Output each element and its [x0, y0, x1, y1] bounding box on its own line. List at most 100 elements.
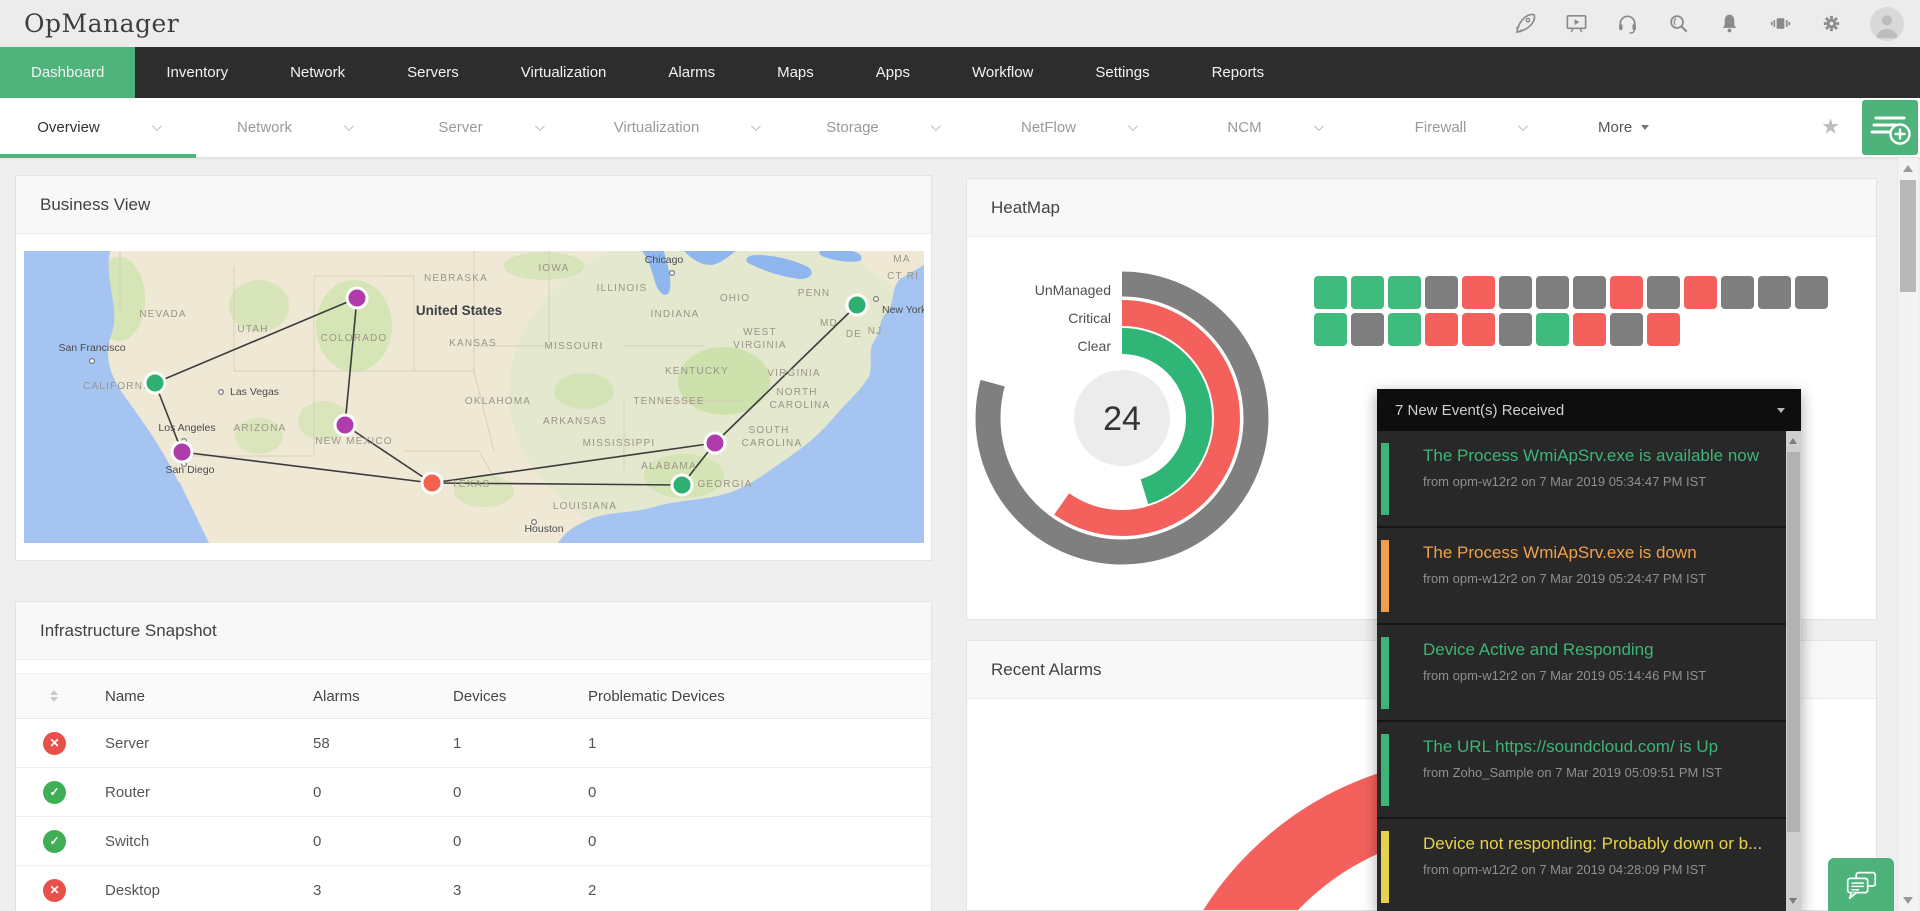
map-device-node[interactable]	[703, 431, 727, 455]
heat-cell-green[interactable]	[1351, 276, 1384, 309]
scrollbar-thumb[interactable]	[1900, 180, 1916, 292]
heat-cell-gray[interactable]	[1573, 276, 1606, 309]
table-row[interactable]: ✕ Desktop 3 3 2	[16, 866, 931, 911]
heat-cell-red[interactable]	[1462, 313, 1495, 346]
live-chat-button[interactable]	[1828, 858, 1894, 911]
add-dashboard-button[interactable]	[1862, 100, 1918, 155]
support-headset-icon[interactable]	[1615, 12, 1639, 36]
event-item[interactable]: The Process WmiApSrv.exe is down from opm…	[1377, 528, 1801, 625]
heat-cell-red[interactable]	[1425, 313, 1458, 346]
heat-cell-green[interactable]	[1388, 313, 1421, 346]
nav-apps[interactable]: Apps	[875, 64, 910, 81]
nav-servers[interactable]: Servers	[407, 64, 459, 81]
subnav-tab-netflow[interactable]: NetFlow	[980, 98, 1176, 157]
heat-cell-gray[interactable]	[1499, 276, 1532, 309]
table-row[interactable]: ✓ Switch 0 0 0	[16, 817, 931, 866]
heat-cell-gray[interactable]	[1499, 313, 1532, 346]
heat-cell-red[interactable]	[1647, 313, 1680, 346]
heat-cell-green[interactable]	[1388, 276, 1421, 309]
tab-label: Virtualization	[613, 119, 700, 136]
map-link	[431, 442, 716, 484]
subnav-more[interactable]: More	[1568, 98, 1650, 157]
heat-cell-gray[interactable]	[1647, 276, 1680, 309]
heat-cell-red[interactable]	[1610, 276, 1643, 309]
heat-cell-green[interactable]	[1536, 313, 1569, 346]
heat-cell-green[interactable]	[1314, 313, 1347, 346]
nav-alarms[interactable]: Alarms	[668, 64, 716, 81]
nav-inventory[interactable]: Inventory	[166, 64, 229, 81]
map-city-label: Los Angeles	[158, 422, 215, 434]
event-item[interactable]: The URL https://soundcloud.com/ is Up fro…	[1377, 722, 1801, 819]
col-alarms[interactable]: Alarms	[313, 687, 360, 705]
heat-cell-gray[interactable]	[1351, 313, 1384, 346]
subnav-tab-server[interactable]: Server	[392, 98, 588, 157]
subnav-tab-overview[interactable]: Overview	[0, 98, 196, 158]
heat-cell-gray[interactable]	[1536, 276, 1569, 309]
legend-unmanaged: UnManaged	[1034, 282, 1111, 298]
map-device-node[interactable]	[170, 440, 194, 464]
scroll-up-icon[interactable]	[1903, 165, 1913, 172]
sort-icon[interactable]	[50, 690, 105, 702]
table-row[interactable]: ✕ Server 58 1 1	[16, 719, 931, 768]
favorite-star-icon[interactable]: ★	[1821, 114, 1840, 138]
new-events-header[interactable]: 7 New Event(s) Received	[1377, 389, 1801, 431]
tab-label: Storage	[826, 119, 879, 136]
heat-cell-red[interactable]	[1573, 313, 1606, 346]
subnav-tab-storage[interactable]: Storage	[784, 98, 980, 157]
event-item[interactable]: Device Active and Responding from opm-w12…	[1377, 625, 1801, 722]
heat-cell-gray[interactable]	[1795, 276, 1828, 309]
nav-reports[interactable]: Reports	[1211, 64, 1265, 81]
map-device-node[interactable]	[143, 371, 167, 395]
bell-icon[interactable]	[1717, 12, 1741, 36]
heat-cell-gray[interactable]	[1721, 276, 1754, 309]
app-logo[interactable]: OpManager	[24, 9, 180, 38]
nav-virtualization[interactable]: Virtualization	[520, 64, 607, 81]
business-view-map[interactable]: NEVADA UTAH COLORADO NEBRASKA KANSAS OKLAHOMA…	[24, 251, 924, 543]
table-row[interactable]: ✓ Router 0 0 0	[16, 768, 931, 817]
event-item[interactable]: Device not responding: Probably down or …	[1377, 819, 1801, 911]
clear-status-icon: ✓	[43, 829, 66, 853]
map-state-label: CT	[887, 271, 903, 282]
map-device-node[interactable]	[420, 471, 444, 495]
search-icon[interactable]	[1666, 12, 1690, 36]
event-item[interactable]: The Process WmiApSrv.exe is available no…	[1377, 431, 1801, 528]
social-wall-icon[interactable]	[1768, 12, 1792, 36]
map-device-node[interactable]	[333, 413, 357, 437]
col-problematic-devices[interactable]: Problematic Devices	[588, 687, 725, 705]
heat-cell-gray[interactable]	[1758, 276, 1791, 309]
nav-maps[interactable]: Maps	[777, 64, 814, 81]
scroll-up-icon[interactable]	[1789, 438, 1797, 444]
chat-bubbles-icon	[1846, 871, 1877, 899]
page-scrollbar[interactable]	[1897, 158, 1918, 911]
map-device-node[interactable]	[670, 473, 694, 497]
nav-dashboard[interactable]: Dashboard	[0, 47, 136, 98]
heat-cell-red[interactable]	[1462, 276, 1495, 309]
severity-donut-chart[interactable]: 24	[972, 268, 1272, 568]
subnav-tab-network[interactable]: Network	[196, 98, 392, 157]
nav-workflow[interactable]: Workflow	[971, 64, 1034, 81]
map-device-node[interactable]	[845, 293, 869, 317]
heat-cell-red[interactable]	[1684, 276, 1717, 309]
col-devices[interactable]: Devices	[453, 687, 507, 705]
gear-icon[interactable]	[1819, 12, 1843, 36]
event-list-scrollbar[interactable]	[1786, 431, 1801, 911]
map-device-node[interactable]	[345, 286, 369, 310]
col-name[interactable]: Name	[105, 687, 146, 705]
subnav-tab-ncm[interactable]: NCM	[1176, 98, 1372, 157]
subnav-tab-virtualization[interactable]: Virtualization	[588, 98, 784, 157]
user-avatar[interactable]	[1870, 6, 1904, 41]
chevron-down-icon	[1518, 121, 1529, 132]
demo-screen-icon[interactable]	[1564, 12, 1588, 36]
scroll-down-icon[interactable]	[1903, 897, 1913, 904]
heat-cell-green[interactable]	[1314, 276, 1347, 309]
scrollbar-thumb[interactable]	[1787, 452, 1800, 832]
subnav-tab-firewall[interactable]: Firewall	[1372, 98, 1568, 157]
scroll-down-icon[interactable]	[1789, 898, 1797, 904]
nav-settings[interactable]: Settings	[1095, 64, 1150, 81]
rocket-icon[interactable]	[1513, 12, 1537, 36]
heat-cell-gray[interactable]	[1610, 313, 1643, 346]
business-view-title: Business View	[16, 176, 931, 234]
cell-name: Switch	[105, 832, 150, 850]
heat-cell-gray[interactable]	[1425, 276, 1458, 309]
nav-network[interactable]: Network	[290, 64, 346, 81]
